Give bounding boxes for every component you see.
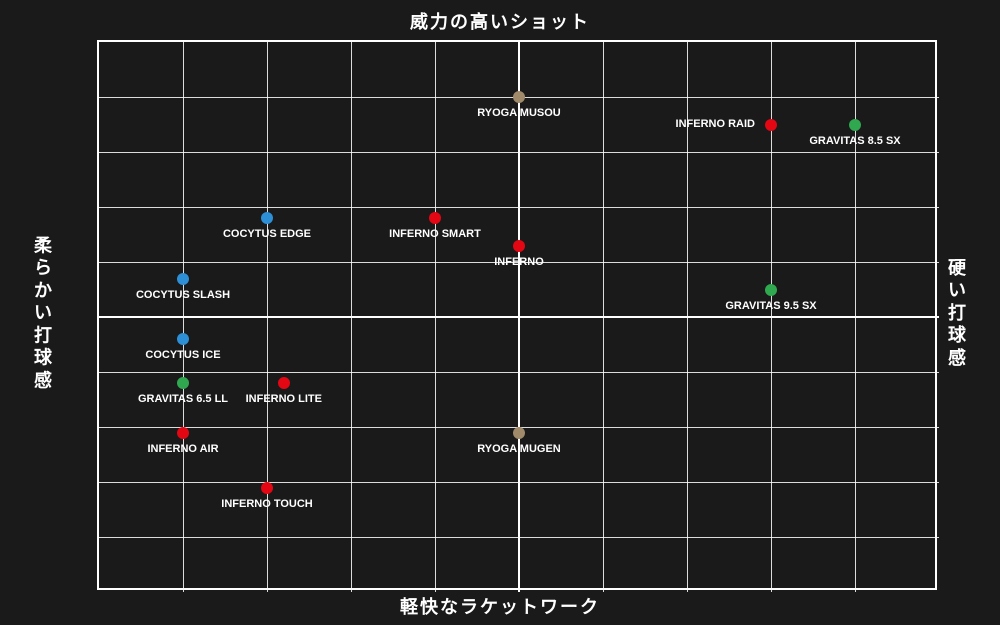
data-point — [177, 427, 189, 439]
data-point-label: GRAVITAS 9.5 SX — [725, 300, 816, 312]
data-point-label: RYOGA MUGEN — [477, 443, 561, 455]
axis-label-left: 柔らかい打球感 — [34, 234, 52, 392]
data-point-label: INFERNO SMART — [389, 228, 481, 240]
data-point — [177, 377, 189, 389]
data-point-label: INFERNO — [494, 256, 544, 268]
chart-container: 威力の高いショット 軽快なラケットワーク 柔らかい打球感 硬い打球感 RYOGA… — [0, 0, 1000, 625]
plot-area: RYOGA MUSOU INFERNO RAID GRAVITAS 8.5 SX CO… — [97, 40, 937, 590]
data-point — [765, 284, 777, 296]
gridline-horizontal — [99, 537, 939, 538]
data-point — [278, 377, 290, 389]
data-point — [429, 212, 441, 224]
data-point-label: INFERNO AIR — [147, 443, 218, 455]
axis-label-right: 硬い打球感 — [948, 256, 966, 369]
data-point-label: INFERNO LITE — [246, 393, 322, 405]
gridline-horizontal — [99, 207, 939, 208]
data-point — [261, 212, 273, 224]
data-point — [513, 91, 525, 103]
data-point-label: COCYTUS ICE — [145, 349, 220, 361]
gridline-horizontal — [99, 316, 939, 318]
axis-label-top: 威力の高いショット — [410, 8, 590, 34]
data-point-label: COCYTUS EDGE — [223, 228, 311, 240]
data-point-label: INFERNO RAID — [676, 118, 755, 130]
data-point — [177, 273, 189, 285]
data-point — [765, 119, 777, 131]
gridline-horizontal — [99, 372, 939, 373]
axis-label-bottom: 軽快なラケットワーク — [400, 593, 600, 619]
data-point — [513, 427, 525, 439]
data-point-label: RYOGA MUSOU — [477, 107, 561, 119]
data-point — [177, 333, 189, 345]
gridline-horizontal — [99, 482, 939, 483]
data-point — [261, 482, 273, 494]
data-point-label: GRAVITAS 6.5 LL — [138, 393, 228, 405]
data-point-label: INFERNO TOUCH — [221, 498, 312, 510]
gridline-horizontal — [99, 152, 939, 153]
data-point-label: GRAVITAS 8.5 SX — [809, 135, 900, 147]
data-point — [513, 240, 525, 252]
data-point-label: COCYTUS SLASH — [136, 289, 230, 301]
data-point — [849, 119, 861, 131]
